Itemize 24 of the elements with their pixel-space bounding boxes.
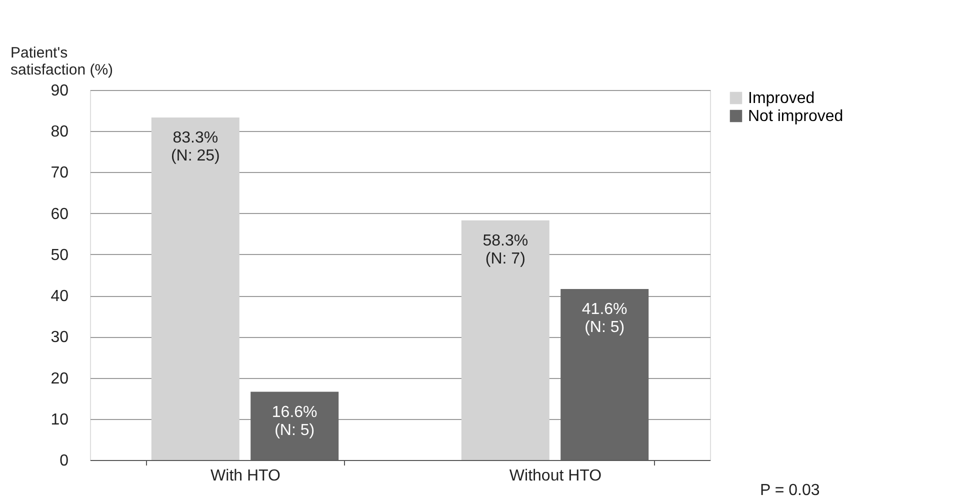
bar: [250, 392, 339, 460]
y-tick-label: 60: [50, 206, 69, 223]
bar: [560, 288, 649, 460]
data-label: 41.6% (N: 5): [582, 300, 628, 336]
y-tick-label: 30: [50, 329, 69, 346]
y-tick-label: 0: [60, 452, 69, 470]
y-tick-label: 70: [50, 164, 69, 182]
data-label: 58.3% (N: 7): [482, 232, 528, 268]
y-tick-label: 40: [50, 288, 69, 306]
y-tick-label: 50: [50, 246, 69, 264]
legend-label: Not improved: [748, 108, 844, 125]
bar: [461, 220, 550, 460]
y-tick-label: 90: [50, 82, 69, 100]
text: P = 0.03: [760, 482, 820, 499]
data-label: 83.3% (N: 25): [170, 130, 220, 165]
y-axis-title: Patient's satisfaction (%): [10, 44, 114, 78]
x-tick-label: Without HTO: [509, 468, 602, 484]
x-tick-label: With HTO: [210, 468, 280, 484]
bar: [151, 118, 240, 460]
y-tick-label: 10: [50, 411, 69, 428]
legend-label: Improved: [748, 90, 815, 107]
y-tick-label: 80: [50, 124, 69, 141]
y-tick-label: 20: [50, 370, 69, 388]
data-label: 16.6% (N: 5): [272, 404, 318, 439]
